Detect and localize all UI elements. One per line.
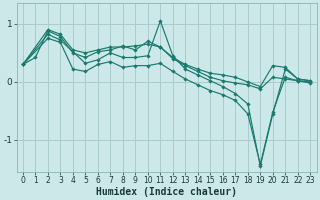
X-axis label: Humidex (Indice chaleur): Humidex (Indice chaleur)	[96, 186, 237, 197]
